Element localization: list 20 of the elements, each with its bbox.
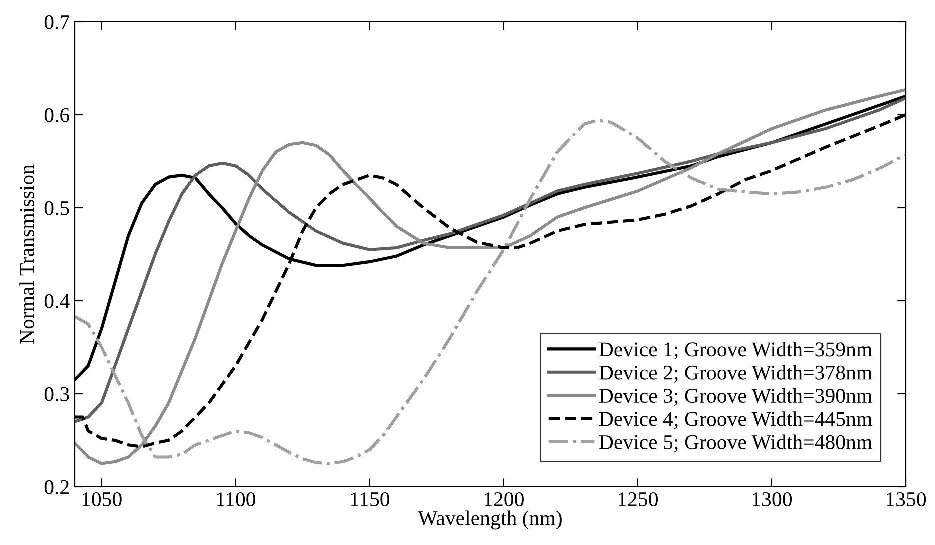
y-axis-title: Normal Transmission [20,164,34,344]
x-tick-label: 1200 [484,492,524,507]
x-axis-title: Wavelength (nm) [418,510,562,530]
y-tick-label: 0.3 [44,387,70,402]
y-tick-label: 0.4 [44,294,70,309]
x-tick-label: 1050 [82,492,122,507]
legend-label: Device 3; Groove Width=390nm [599,388,872,406]
x-tick-label: 1250 [618,492,658,507]
x-tick-label: 1350 [887,492,926,507]
y-tick-label: 0.5 [44,201,70,216]
x-tick-label: 1150 [351,492,390,507]
x-tick-label: 1300 [752,492,792,507]
legend-label: Device 4; Groove Width=445nm [599,412,872,430]
y-tick-label: 0.2 [44,480,69,495]
legend-label: Device 1; Groove Width=359nm [599,342,872,360]
y-tick-label: 0.6 [44,108,70,123]
y-tick-label: 0.7 [44,15,70,30]
x-tick-label: 1100 [217,492,256,507]
legend-label: Device 5; Groove Width=480nm [599,434,872,452]
legend-label: Device 2; Groove Width=378nm [599,365,872,383]
